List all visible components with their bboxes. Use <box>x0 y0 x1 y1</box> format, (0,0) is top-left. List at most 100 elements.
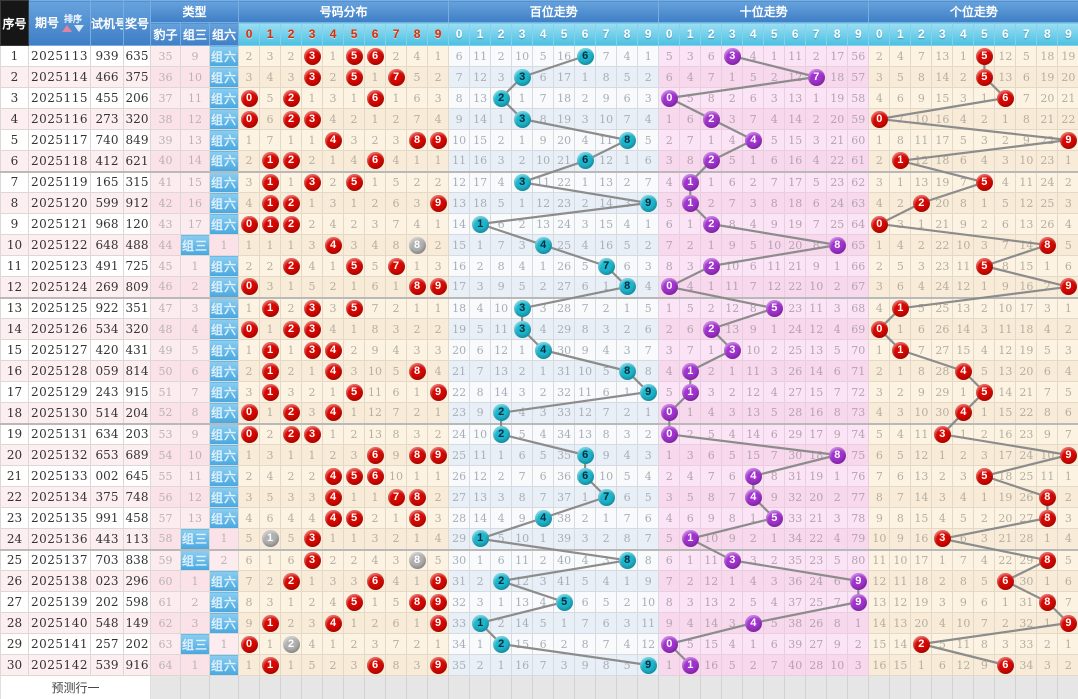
tens-cell: 1 <box>742 150 765 173</box>
prize-digit-ball: 6 <box>366 656 384 674</box>
predict-row-tab[interactable]: 预测行一 <box>0 675 151 699</box>
hundreds-cell: 30 <box>553 339 576 361</box>
baozi-miss-cell: 61 <box>150 591 181 613</box>
tens-ball: 8 <box>828 236 846 254</box>
dist-cell: 1 <box>427 150 450 173</box>
dist-cell: 8 <box>406 276 429 299</box>
hundreds-cell: 8 <box>511 486 534 508</box>
hundreds-cell: 4 <box>616 444 639 466</box>
dist-cell: 5 <box>259 87 282 109</box>
hundreds-cell: 14 <box>490 381 513 403</box>
dist-cell: 6 <box>238 549 261 571</box>
hundreds-cell: 2 <box>595 297 618 319</box>
sort-control[interactable]: 排序 <box>62 14 84 32</box>
hundreds-cell: 11 <box>637 612 660 634</box>
hundreds-cell: 10 <box>448 129 471 151</box>
units-cell: 8 <box>1036 591 1059 613</box>
hundreds-cell: 7 <box>469 360 492 382</box>
dist-cell: 2 <box>322 66 345 88</box>
units-ball: 9 <box>1059 446 1077 464</box>
units-cell: 4 <box>1036 318 1059 340</box>
dist-cell: 2 <box>406 318 429 340</box>
dist-cell: 1 <box>259 549 282 571</box>
units-cell: 3 <box>973 528 996 551</box>
dist-cell: 7 <box>406 108 429 130</box>
dist-cell: 2 <box>238 45 261 67</box>
test-number-cell: 922 <box>90 297 124 319</box>
zuliu-type-cell: 组六 <box>208 339 240 361</box>
hundreds-cell: 2 <box>574 192 597 214</box>
zuliu-type-cell: 组六 <box>208 402 240 425</box>
zusan-miss-cell: 11 <box>180 465 210 487</box>
units-cell: 14 <box>910 486 933 508</box>
dist-cell: 2 <box>280 108 303 130</box>
hundreds-cell: 27 <box>448 486 471 508</box>
baozi-miss-cell: 35 <box>150 45 181 67</box>
test-number-cell: 443 <box>90 528 124 551</box>
units-cell: 8 <box>889 129 912 151</box>
tens-cell: 3 <box>763 87 786 109</box>
dist-cell: 8 <box>406 591 429 613</box>
units-cell: 8 <box>1036 234 1059 256</box>
tens-cell: 4 <box>742 213 765 235</box>
hundreds-cell: 6 <box>574 150 597 173</box>
prize-digit-ball: 9 <box>429 446 447 464</box>
test-number-cell: 599 <box>90 192 124 214</box>
tens-cell: 12 <box>784 66 807 88</box>
tens-cell: 56 <box>847 45 870 67</box>
tens-cell: 5 <box>679 633 702 655</box>
dist-cell: 4 <box>301 633 324 655</box>
hundreds-cell: 6 <box>595 612 618 634</box>
footer-cell <box>973 675 996 699</box>
hundreds-cell: 4 <box>532 234 555 256</box>
dist-cell: 5 <box>343 297 366 319</box>
tens-cell: 9 <box>658 612 681 634</box>
units-cell: 7 <box>889 108 912 130</box>
hundreds-cell: 9 <box>490 276 513 299</box>
header-zuliu: 组六 <box>208 22 240 46</box>
dist-cell: 2 <box>427 423 450 445</box>
units-cell: 2 <box>868 255 891 277</box>
prize-digit-ball: 4 <box>324 488 342 506</box>
units-cell: 21 <box>931 213 954 235</box>
tens-cell: 1 <box>721 66 744 88</box>
hundreds-cell: 4 <box>574 129 597 151</box>
dist-cell: 10 <box>364 360 387 382</box>
tens-cell: 16 <box>700 654 723 676</box>
tens-cell: 9 <box>847 570 870 592</box>
units-cell: 5 <box>910 297 933 319</box>
sort-asc-icon[interactable] <box>62 25 72 32</box>
units-cell: 4 <box>868 297 891 319</box>
tens-cell: 5 <box>721 444 744 466</box>
units-cell: 31 <box>1015 591 1038 613</box>
units-cell: 9 <box>1057 276 1078 299</box>
hundreds-cell: 1 <box>469 633 492 655</box>
units-cell: 1 <box>1057 297 1078 319</box>
dist-cell: 6 <box>385 381 408 403</box>
zuliu-type-label: 组六 <box>211 658 238 673</box>
sort-desc-icon[interactable] <box>74 25 84 32</box>
units-ball: 5 <box>975 68 993 86</box>
hundreds-cell: 7 <box>595 402 618 425</box>
dist-cell: 3 <box>301 339 324 361</box>
units-cell: 21 <box>994 528 1017 551</box>
units-cell: 1 <box>910 654 933 676</box>
test-number-cell: 059 <box>90 360 124 382</box>
hundreds-cell: 8 <box>616 276 639 299</box>
seq-cell: 19 <box>0 423 29 445</box>
dist-cell: 1 <box>406 528 429 551</box>
dist-cell: 2 <box>343 549 366 571</box>
zuliu-type-label: 组六 <box>211 175 238 190</box>
units-cell: 17 <box>994 444 1017 466</box>
tens-cell: 0 <box>658 633 681 655</box>
footer-cell <box>952 675 975 699</box>
dist-cell: 0 <box>238 276 261 299</box>
period-cell: 2025137 <box>28 549 91 571</box>
footer-cell <box>385 675 408 699</box>
hundreds-cell: 13 <box>490 360 513 382</box>
dist-cell: 7 <box>364 297 387 319</box>
units-cell: 2 <box>1057 171 1078 193</box>
units-cell: 5 <box>1057 381 1078 403</box>
tens-cell: 10 <box>805 276 828 299</box>
prize-digit-ball: 8 <box>408 362 426 380</box>
